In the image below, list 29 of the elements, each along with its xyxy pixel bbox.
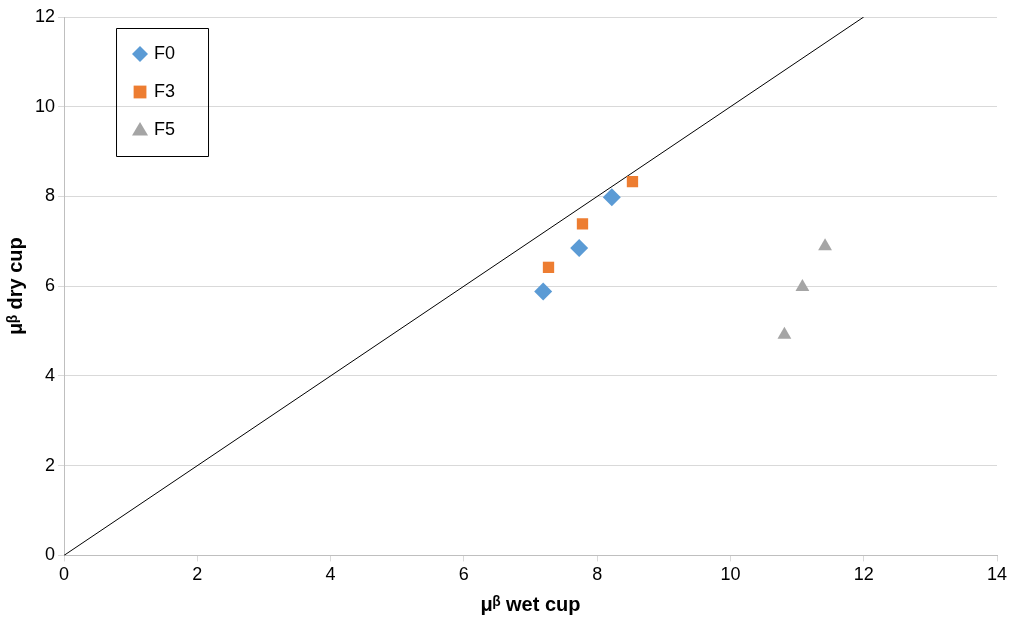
y-tick-label: 6 (45, 275, 56, 296)
x-tick-label: 10 (720, 564, 741, 585)
y-tick-label: 0 (45, 544, 56, 565)
point (626, 176, 639, 188)
point (570, 239, 589, 258)
y-tick-label: 2 (45, 454, 56, 475)
point (795, 279, 810, 292)
x-tick-label: 4 (325, 564, 336, 585)
y-axis-title: μᵝ dry cup (3, 237, 26, 336)
point (818, 238, 832, 251)
x-tick-label: 12 (853, 564, 874, 585)
legend-label: F3 (154, 80, 176, 101)
point (602, 188, 621, 207)
legend-label: F0 (154, 42, 176, 63)
x-axis-title: μᵝ wet cup (480, 592, 581, 615)
point (576, 218, 589, 230)
x-tick-label: 0 (59, 564, 70, 585)
legend-label: F5 (154, 118, 176, 139)
x-tick-label: 14 (986, 564, 1008, 585)
point (534, 282, 553, 301)
x-tick-label: 2 (192, 564, 203, 585)
point (777, 326, 792, 339)
y-tick-label: 8 (45, 185, 56, 206)
y-tick-label: 4 (45, 364, 56, 385)
point (542, 261, 555, 274)
y-tick-label: 10 (34, 95, 56, 116)
x-tick-label: 6 (458, 564, 469, 585)
x-tick-label: 8 (592, 564, 603, 585)
y-tick-label: 12 (34, 5, 56, 26)
